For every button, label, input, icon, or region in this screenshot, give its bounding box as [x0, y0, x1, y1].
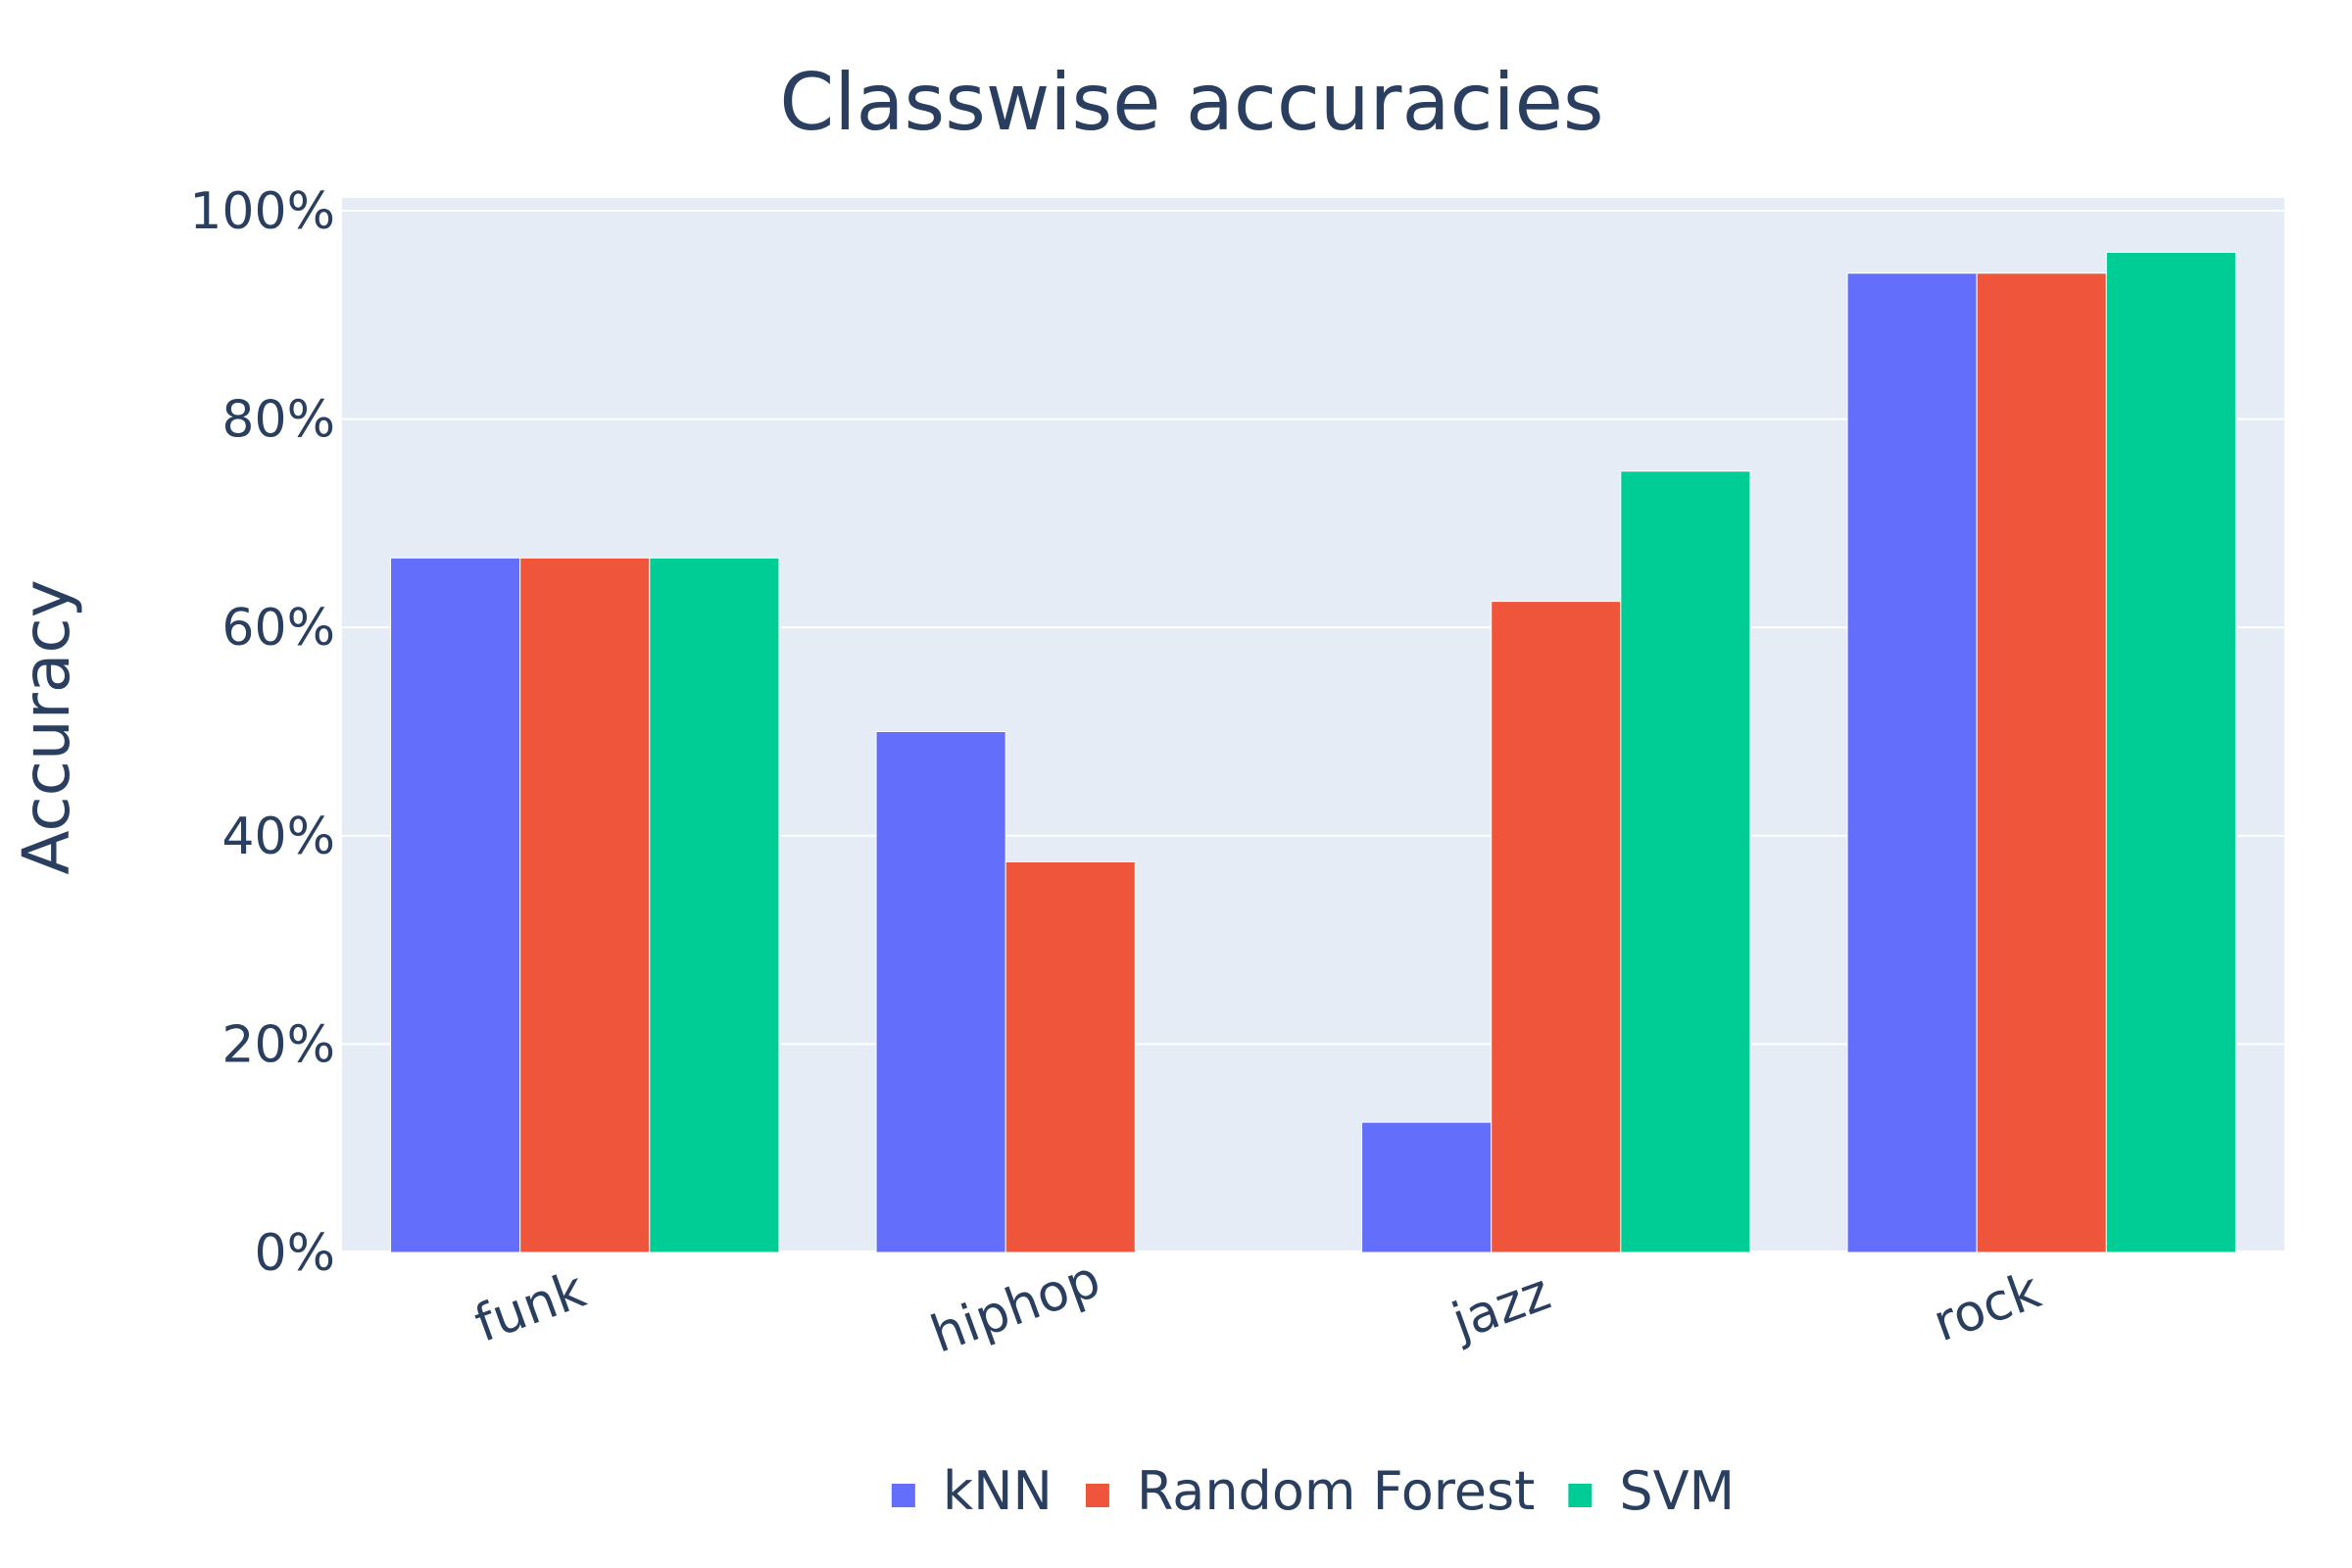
legend-item-svm[interactable]: SVM — [1568, 1460, 1735, 1522]
bar-rock-svm[interactable] — [2105, 252, 2236, 1253]
x-axis-ticks: funk hiphop jazz rock — [467, 1250, 2048, 1364]
x-tick-label: hiphop — [923, 1250, 1107, 1364]
bar-rock-knn[interactable] — [1846, 272, 1978, 1253]
y-tick-label: 60% — [221, 599, 335, 658]
legend-item-knn[interactable]: kNN — [891, 1460, 1053, 1522]
y-tick-label: 100% — [189, 182, 335, 241]
bar-jazz-svm[interactable] — [1620, 470, 1751, 1253]
legend-swatch — [891, 1484, 915, 1507]
bar-hiphop-knn[interactable] — [875, 731, 1006, 1253]
bar-jazz-random-forest[interactable] — [1491, 601, 1622, 1253]
x-tick-label: jazz — [1444, 1263, 1557, 1352]
y-tick-label: 0% — [255, 1224, 336, 1283]
bar-funk-knn[interactable] — [390, 557, 521, 1253]
y-axis-ticks: 0% 20% 40% 60% 80% 100% — [189, 182, 335, 1283]
x-tick-label: rock — [1926, 1261, 2048, 1353]
legend[interactable]: kNN Random Forest SVM — [891, 1460, 1735, 1522]
legend-swatch — [1085, 1484, 1109, 1507]
legend-swatch — [1568, 1484, 1592, 1507]
bars — [390, 252, 2236, 1253]
x-tick-label: funk — [467, 1260, 593, 1353]
bar-rock-random-forest[interactable] — [1976, 272, 2107, 1253]
y-axis-label: Accuracy — [9, 579, 84, 874]
y-tick-label: 40% — [221, 808, 335, 866]
chart-title: Classwise accuracies — [779, 57, 1603, 148]
legend-item-random-forest[interactable]: Random Forest — [1085, 1460, 1535, 1522]
bar-funk-svm[interactable] — [649, 557, 780, 1253]
y-tick-label: 80% — [221, 391, 335, 450]
bar-hiphop-random-forest[interactable] — [1004, 860, 1136, 1253]
legend-label: SVM — [1619, 1460, 1735, 1522]
legend-label: Random Forest — [1137, 1460, 1535, 1522]
y-tick-label: 20% — [221, 1015, 335, 1074]
legend-label: kNN — [943, 1460, 1053, 1522]
bar-jazz-knn[interactable] — [1361, 1121, 1493, 1253]
bar-funk-random-forest[interactable] — [519, 557, 651, 1253]
